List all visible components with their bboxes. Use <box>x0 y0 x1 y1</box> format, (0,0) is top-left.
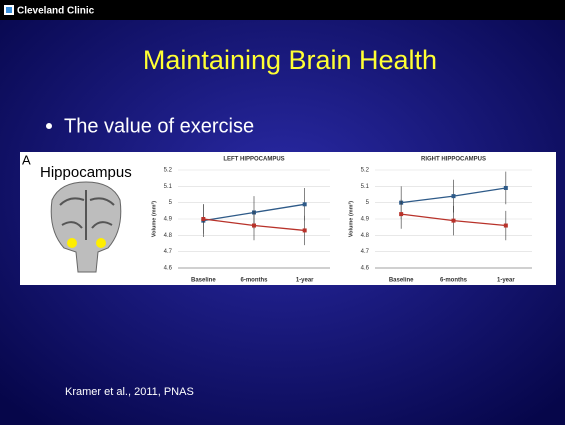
data-point <box>303 228 307 232</box>
x-tick-label: 1-year <box>497 278 515 284</box>
y-tick-label: 4.9 <box>361 217 370 223</box>
x-tick-label: 6-months <box>241 278 269 284</box>
data-point <box>252 224 256 228</box>
x-tick-label: Baseline <box>191 278 216 284</box>
data-point <box>303 202 307 206</box>
logo-text: Cleveland Clinic <box>17 6 95 17</box>
data-point <box>504 186 508 190</box>
data-point <box>452 194 456 198</box>
x-tick-label: 6-months <box>440 278 468 284</box>
data-point <box>452 219 456 223</box>
y-axis-label: Volume (mm³) <box>150 201 157 237</box>
y-tick-label: 4.9 <box>164 217 173 223</box>
x-tick-label: Baseline <box>389 278 414 284</box>
y-tick-label: 4.6 <box>164 266 173 272</box>
y-tick-label: 5.2 <box>361 168 370 174</box>
y-tick-label: 5.1 <box>361 184 370 190</box>
bullet-dot <box>46 123 52 129</box>
figure-label: Hippocampus <box>40 164 132 181</box>
y-tick-label: 4.8 <box>361 233 370 239</box>
bullet-text: The value of exercise <box>64 115 254 137</box>
y-tick-label: 5.2 <box>164 168 173 174</box>
chart-title: RIGHT HIPPOCAMPUS <box>421 157 486 163</box>
y-tick-label: 5.1 <box>164 184 173 190</box>
slide-title: Maintaining Brain Health <box>143 45 437 75</box>
data-point <box>399 212 403 216</box>
y-tick-label: 4.6 <box>361 266 370 272</box>
y-tick-label: 4.7 <box>361 249 370 255</box>
chart-title: LEFT HIPPOCAMPUS <box>223 157 284 163</box>
y-tick-label: 4.7 <box>164 249 173 255</box>
logo-icon-inner <box>6 7 12 13</box>
x-tick-label: 1-year <box>296 278 314 284</box>
hippocampus-left <box>67 238 77 248</box>
citation: Kramer et al., 2011, PNAS <box>65 386 194 398</box>
data-point <box>201 217 205 221</box>
slide: Cleveland Clinic Maintaining Brain Healt… <box>0 0 565 425</box>
data-point <box>504 224 508 228</box>
panel-label: A <box>22 152 31 167</box>
y-axis-label: Volume (mm³) <box>347 201 354 237</box>
hippocampus-right <box>96 238 106 248</box>
y-tick-label: 4.8 <box>164 233 173 239</box>
